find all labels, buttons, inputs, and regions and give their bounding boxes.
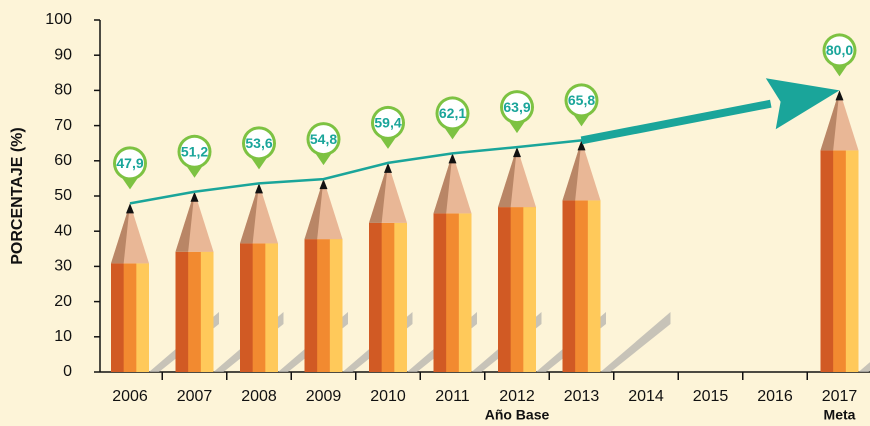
trend-arrow (580, 99, 772, 145)
x-tick-label: 2015 (693, 388, 729, 405)
pencil-wood-shade (562, 140, 582, 201)
pencil-light (458, 213, 472, 372)
y-tick-label: 70 (54, 117, 72, 134)
pencil-light (587, 200, 601, 372)
category-note: Meta (824, 407, 856, 423)
pencil (562, 140, 671, 372)
value-label: 54,8 (310, 131, 337, 147)
pencil-lead (190, 191, 199, 202)
pencil-lead (126, 203, 134, 214)
x-tick-label: 2016 (757, 388, 793, 405)
pencil-shade (240, 243, 253, 372)
pencil-shadow (600, 312, 671, 372)
pencil-lead (835, 90, 844, 101)
y-tick-label: 20 (54, 293, 72, 310)
pin-inner (374, 108, 402, 137)
pencil-shade (111, 263, 124, 372)
pencil-light (845, 150, 859, 372)
pencil-light (523, 207, 536, 372)
pin-inner (245, 129, 273, 158)
y-tick-label: 90 (54, 46, 72, 63)
x-tick-label: 2011 (435, 388, 470, 405)
value-label: 53,6 (245, 135, 272, 151)
pencil-wood-shade (369, 162, 388, 223)
pencil-lead (255, 183, 263, 194)
y-tick-label: 80 (54, 82, 72, 99)
pencil-wood-shade (820, 90, 840, 151)
pencil-shade (175, 251, 189, 372)
pencil-shadow (858, 362, 870, 372)
pencil (498, 147, 606, 372)
y-tick-label: 40 (54, 222, 72, 239)
value-label: 47,9 (116, 155, 143, 171)
value-label: 63,9 (503, 99, 530, 115)
pin-inner (180, 137, 209, 166)
pencil-light (136, 263, 149, 372)
pin-inner (438, 99, 467, 128)
value-label: 80,0 (826, 42, 853, 58)
x-tick-label: 2007 (177, 388, 213, 405)
pencil-shade (433, 213, 447, 372)
y-tick-label: 0 (63, 363, 72, 380)
pin-inner (567, 86, 596, 115)
pencil-wood-shade (498, 147, 517, 208)
pencil-lead (577, 140, 586, 151)
pencil (820, 90, 870, 372)
x-tick-label: 2006 (112, 388, 148, 405)
pencil-light (265, 243, 278, 372)
pencil-light (200, 251, 214, 372)
pencil-shade (369, 222, 382, 372)
pencil-wood-shade (433, 153, 453, 214)
pencil-shade (820, 150, 834, 372)
pencil-wood-shade (240, 183, 259, 244)
x-tick-label: 2014 (628, 388, 664, 405)
x-tick-label: 2013 (564, 388, 600, 405)
pin-inner (309, 125, 338, 154)
y-tick-label: 30 (54, 258, 72, 275)
y-tick-label: 100 (45, 11, 72, 28)
value-label: 65,8 (568, 92, 595, 108)
pencil-light (329, 239, 343, 372)
pencil-lead (319, 179, 328, 190)
x-tick-label: 2017 (822, 388, 858, 405)
pencil-light (394, 222, 407, 372)
x-tick-label: 2009 (306, 388, 342, 405)
pin-inner (116, 149, 144, 178)
pencil-lead (513, 147, 521, 158)
pencil-shade (304, 239, 318, 372)
pin-inner (825, 36, 854, 65)
pin-inner (503, 93, 531, 122)
pencil-wood-shade (175, 191, 195, 252)
trend-arrowhead (765, 78, 840, 130)
value-label: 59,4 (374, 115, 401, 131)
pencil-shade (562, 200, 576, 372)
pencil-lead (448, 153, 457, 164)
y-tick-label: 50 (54, 187, 72, 204)
x-tick-label: 2008 (241, 388, 277, 405)
x-tick-label: 2012 (499, 388, 535, 405)
pencil-lead (384, 162, 392, 173)
category-note: Año Base (485, 407, 550, 423)
y-tick-label: 60 (54, 152, 72, 169)
pencil-wood-shade (111, 203, 130, 264)
pencil-wood-shade (304, 179, 324, 240)
y-axis-label: PORCENTAJE (%) (9, 127, 26, 265)
value-label: 62,1 (439, 105, 466, 121)
x-tick-label: 2010 (370, 388, 406, 405)
y-tick-label: 10 (54, 328, 72, 345)
value-label: 51,2 (181, 143, 208, 159)
pencil-shade (498, 207, 511, 372)
